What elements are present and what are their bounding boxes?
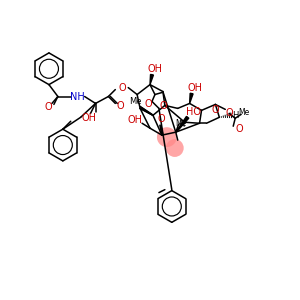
Text: OH: OH bbox=[81, 113, 96, 123]
Text: O: O bbox=[225, 108, 233, 118]
Text: O: O bbox=[118, 82, 126, 93]
Circle shape bbox=[166, 139, 184, 157]
Polygon shape bbox=[176, 116, 189, 132]
Text: O: O bbox=[236, 124, 243, 134]
Text: Me: Me bbox=[175, 119, 186, 128]
Text: H: H bbox=[178, 120, 185, 129]
Text: HO: HO bbox=[186, 107, 201, 117]
Text: OH: OH bbox=[128, 115, 142, 125]
Text: O: O bbox=[144, 99, 152, 110]
Text: O: O bbox=[212, 105, 219, 116]
Text: O: O bbox=[157, 114, 165, 124]
Text: Me: Me bbox=[238, 108, 250, 117]
Text: Me: Me bbox=[129, 97, 141, 106]
Polygon shape bbox=[150, 74, 153, 85]
Text: O: O bbox=[159, 101, 167, 111]
Text: NH: NH bbox=[70, 92, 85, 101]
Text: OH: OH bbox=[187, 82, 202, 93]
Text: O: O bbox=[44, 102, 52, 112]
Text: OH: OH bbox=[148, 64, 163, 74]
Polygon shape bbox=[190, 93, 193, 103]
Text: H: H bbox=[232, 111, 238, 120]
Circle shape bbox=[157, 127, 177, 147]
Text: O: O bbox=[116, 101, 124, 111]
